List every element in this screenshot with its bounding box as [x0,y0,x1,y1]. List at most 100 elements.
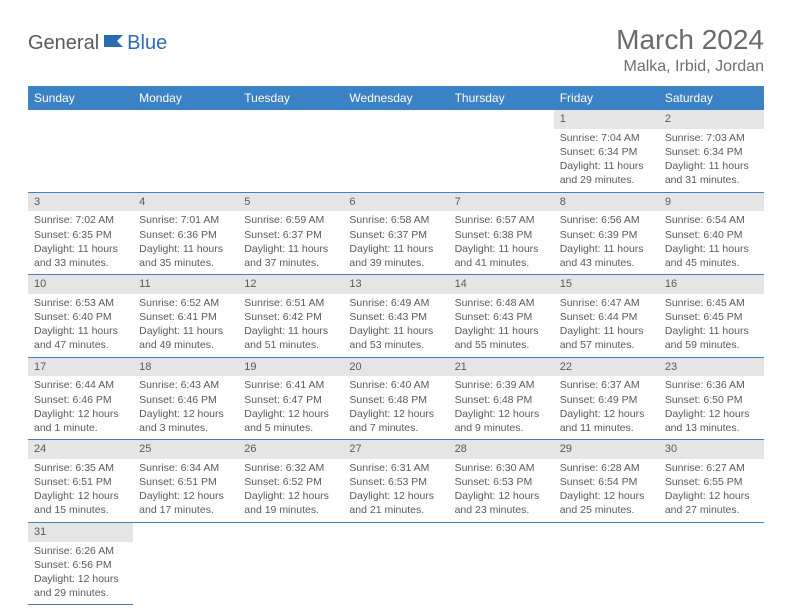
sunrise-text: Sunrise: 6:53 AM [34,296,127,310]
daylight-text: Daylight: 11 hours and 39 minutes. [349,242,442,270]
calendar-day-cell: 19Sunrise: 6:41 AMSunset: 6:47 PMDayligh… [238,357,343,440]
sunset-text: Sunset: 6:49 PM [560,393,653,407]
day-details: Sunrise: 6:34 AMSunset: 6:51 PMDaylight:… [133,459,238,522]
day-number: 14 [449,275,554,294]
sunrise-text: Sunrise: 6:32 AM [244,461,337,475]
day-number: 17 [28,358,133,377]
calendar-day-cell: 4Sunrise: 7:01 AMSunset: 6:36 PMDaylight… [133,192,238,275]
calendar-day-cell: 16Sunrise: 6:45 AMSunset: 6:45 PMDayligh… [659,275,764,358]
sunrise-text: Sunrise: 6:35 AM [34,461,127,475]
day-details: Sunrise: 6:28 AMSunset: 6:54 PMDaylight:… [554,459,659,522]
calendar-day-cell: 8Sunrise: 6:56 AMSunset: 6:39 PMDaylight… [554,192,659,275]
sunrise-text: Sunrise: 6:27 AM [665,461,758,475]
day-number: 5 [238,193,343,212]
calendar-day-cell: 6Sunrise: 6:58 AMSunset: 6:37 PMDaylight… [343,192,448,275]
day-number: 31 [28,523,133,542]
day-number: 3 [28,193,133,212]
day-number: 10 [28,275,133,294]
day-details: Sunrise: 6:26 AMSunset: 6:56 PMDaylight:… [28,542,133,605]
day-number: 8 [554,193,659,212]
sunset-text: Sunset: 6:42 PM [244,310,337,324]
day-details: Sunrise: 6:56 AMSunset: 6:39 PMDaylight:… [554,211,659,274]
day-details: Sunrise: 6:41 AMSunset: 6:47 PMDaylight:… [238,376,343,439]
weekday-header: Sunday [28,86,133,110]
sunrise-text: Sunrise: 7:03 AM [665,131,758,145]
day-details: Sunrise: 7:03 AMSunset: 6:34 PMDaylight:… [659,129,764,192]
daylight-text: Daylight: 12 hours and 13 minutes. [665,407,758,435]
day-number: 15 [554,275,659,294]
day-number [449,110,554,126]
calendar-day-cell: 7Sunrise: 6:57 AMSunset: 6:38 PMDaylight… [449,192,554,275]
day-details: Sunrise: 6:36 AMSunset: 6:50 PMDaylight:… [659,376,764,439]
calendar-empty-cell [659,522,764,605]
day-details: Sunrise: 6:30 AMSunset: 6:53 PMDaylight:… [449,459,554,522]
day-number: 21 [449,358,554,377]
sunrise-text: Sunrise: 6:37 AM [560,378,653,392]
calendar-day-cell: 29Sunrise: 6:28 AMSunset: 6:54 PMDayligh… [554,440,659,523]
weekday-header: Thursday [449,86,554,110]
sunset-text: Sunset: 6:36 PM [139,228,232,242]
day-details: Sunrise: 6:45 AMSunset: 6:45 PMDaylight:… [659,294,764,357]
calendar-week-row: 10Sunrise: 6:53 AMSunset: 6:40 PMDayligh… [28,275,764,358]
daylight-text: Daylight: 12 hours and 5 minutes. [244,407,337,435]
day-number: 1 [554,110,659,129]
day-details: Sunrise: 6:39 AMSunset: 6:48 PMDaylight:… [449,376,554,439]
day-number [238,110,343,126]
sunrise-text: Sunrise: 6:57 AM [455,213,548,227]
sunrise-text: Sunrise: 6:52 AM [139,296,232,310]
day-number [659,523,764,539]
calendar-empty-cell [343,110,448,192]
daylight-text: Daylight: 11 hours and 51 minutes. [244,324,337,352]
daylight-text: Daylight: 11 hours and 31 minutes. [665,159,758,187]
calendar-empty-cell [238,110,343,192]
flag-icon [103,33,125,54]
logo-text-general: General [28,32,99,55]
calendar-day-cell: 25Sunrise: 6:34 AMSunset: 6:51 PMDayligh… [133,440,238,523]
calendar-day-cell: 3Sunrise: 7:02 AMSunset: 6:35 PMDaylight… [28,192,133,275]
sunrise-text: Sunrise: 6:54 AM [665,213,758,227]
day-number [554,523,659,539]
sunrise-text: Sunrise: 7:04 AM [560,131,653,145]
sunset-text: Sunset: 6:50 PM [665,393,758,407]
day-number [343,110,448,126]
calendar-day-cell: 27Sunrise: 6:31 AMSunset: 6:53 PMDayligh… [343,440,448,523]
day-details: Sunrise: 6:37 AMSunset: 6:49 PMDaylight:… [554,376,659,439]
sunset-text: Sunset: 6:38 PM [455,228,548,242]
calendar-day-cell: 5Sunrise: 6:59 AMSunset: 6:37 PMDaylight… [238,192,343,275]
day-number: 22 [554,358,659,377]
day-details: Sunrise: 6:27 AMSunset: 6:55 PMDaylight:… [659,459,764,522]
calendar-empty-cell [238,522,343,605]
logo-text-blue: Blue [127,32,167,55]
sunset-text: Sunset: 6:35 PM [34,228,127,242]
daylight-text: Daylight: 11 hours and 59 minutes. [665,324,758,352]
daylight-text: Daylight: 12 hours and 9 minutes. [455,407,548,435]
day-details: Sunrise: 6:59 AMSunset: 6:37 PMDaylight:… [238,211,343,274]
day-details: Sunrise: 6:47 AMSunset: 6:44 PMDaylight:… [554,294,659,357]
sunset-text: Sunset: 6:34 PM [560,145,653,159]
sunrise-text: Sunrise: 6:51 AM [244,296,337,310]
daylight-text: Daylight: 11 hours and 47 minutes. [34,324,127,352]
weekday-header: Wednesday [343,86,448,110]
sunset-text: Sunset: 6:52 PM [244,475,337,489]
day-number: 25 [133,440,238,459]
day-number [449,523,554,539]
day-number: 24 [28,440,133,459]
sunset-text: Sunset: 6:46 PM [34,393,127,407]
day-number: 28 [449,440,554,459]
calendar-day-cell: 1Sunrise: 7:04 AMSunset: 6:34 PMDaylight… [554,110,659,192]
day-number [238,523,343,539]
daylight-text: Daylight: 11 hours and 35 minutes. [139,242,232,270]
sunrise-text: Sunrise: 6:47 AM [560,296,653,310]
calendar-day-cell: 23Sunrise: 6:36 AMSunset: 6:50 PMDayligh… [659,357,764,440]
day-details: Sunrise: 7:01 AMSunset: 6:36 PMDaylight:… [133,211,238,274]
day-details: Sunrise: 7:02 AMSunset: 6:35 PMDaylight:… [28,211,133,274]
sunrise-text: Sunrise: 6:45 AM [665,296,758,310]
sunset-text: Sunset: 6:47 PM [244,393,337,407]
day-details: Sunrise: 6:40 AMSunset: 6:48 PMDaylight:… [343,376,448,439]
day-details: Sunrise: 6:52 AMSunset: 6:41 PMDaylight:… [133,294,238,357]
sunrise-text: Sunrise: 6:31 AM [349,461,442,475]
sunset-text: Sunset: 6:51 PM [34,475,127,489]
day-details: Sunrise: 6:58 AMSunset: 6:37 PMDaylight:… [343,211,448,274]
daylight-text: Daylight: 11 hours and 37 minutes. [244,242,337,270]
sunrise-text: Sunrise: 6:40 AM [349,378,442,392]
